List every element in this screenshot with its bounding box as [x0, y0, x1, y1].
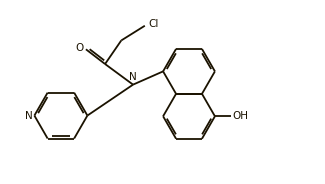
Text: N: N — [25, 111, 33, 121]
Text: O: O — [75, 43, 84, 53]
Text: Cl: Cl — [148, 19, 159, 29]
Text: N: N — [129, 72, 137, 82]
Text: OH: OH — [233, 111, 249, 121]
